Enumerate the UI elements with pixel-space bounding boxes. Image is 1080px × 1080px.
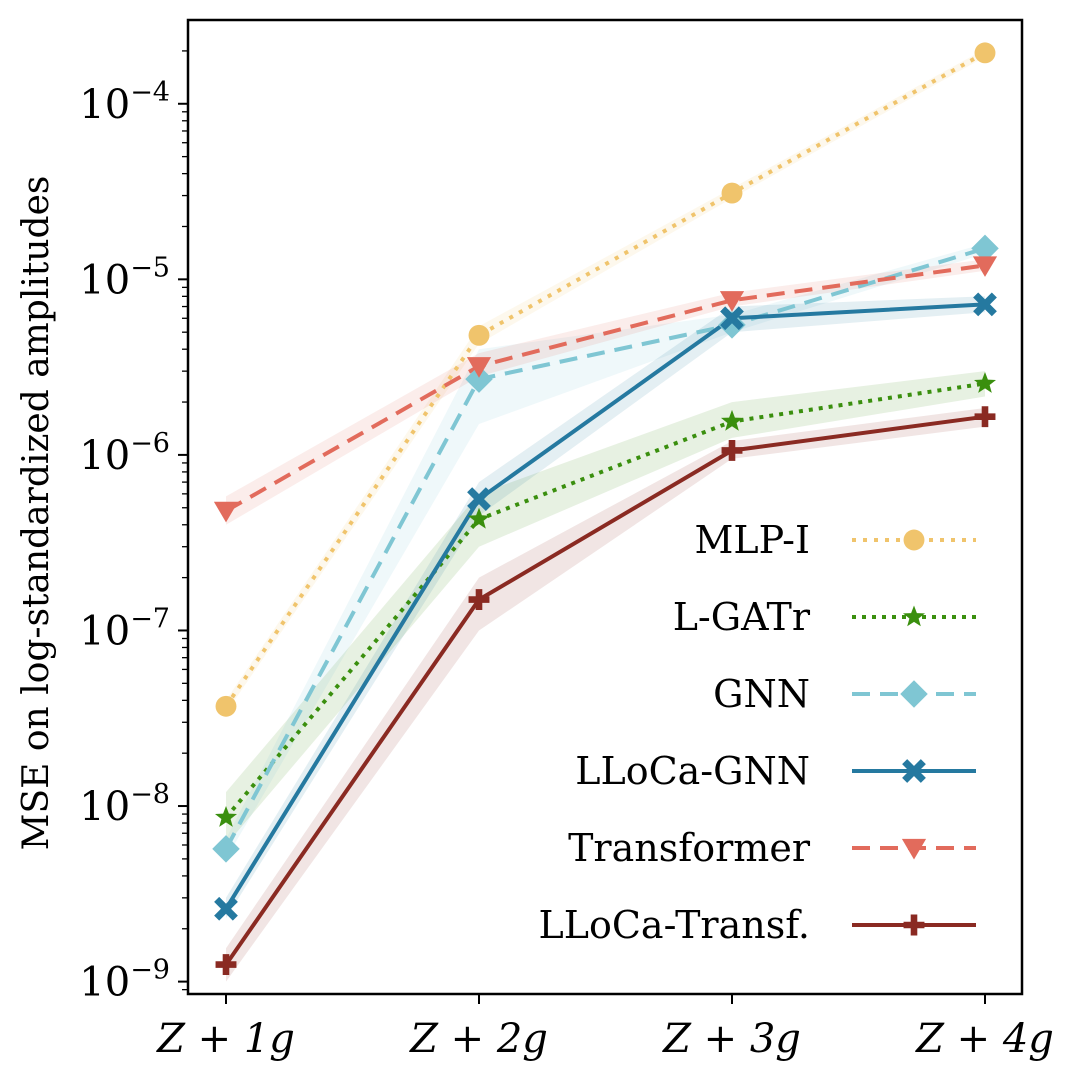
line-mlp-i bbox=[224, 51, 986, 708]
x-tick-label: Z + 4g bbox=[914, 1016, 1054, 1062]
point-transformer bbox=[466, 357, 492, 378]
point-lloca-gnn bbox=[467, 487, 491, 511]
point-mlp-i bbox=[721, 182, 743, 204]
y-axis-label: MSE on log-standardized amplitudes bbox=[16, 176, 57, 851]
uncertainty-bands bbox=[226, 49, 985, 982]
line-lloca-gnn bbox=[224, 302, 986, 910]
point-lloca-transf bbox=[721, 440, 743, 461]
legend-label-lloca-gnn: LLoCa-GNN bbox=[575, 749, 810, 793]
line-lloca-transf bbox=[224, 414, 986, 966]
series-markers bbox=[212, 42, 999, 976]
point-lloca-gnn bbox=[720, 306, 744, 331]
x-axis-ticks: Z + 1g Z + 2g Z + 3g Z + 4g bbox=[155, 994, 1054, 1062]
legend: MLP-I L-GATr GNN LLoCa-GNN Transformer LLoCa-… bbox=[539, 518, 976, 947]
plot-frame bbox=[186, 18, 1024, 996]
point-mlp-i bbox=[974, 42, 996, 64]
point-transformer bbox=[719, 291, 745, 312]
x-tick-label: Z + 3g bbox=[661, 1016, 801, 1062]
point-gnn bbox=[212, 835, 240, 863]
point-transformer bbox=[213, 501, 239, 523]
point-lloca-gnn bbox=[214, 896, 238, 921]
point-l-gatr bbox=[974, 372, 996, 393]
legend-marker-mlp-i bbox=[903, 529, 925, 551]
band-gnn bbox=[226, 243, 985, 859]
legend-marker-l-gatr bbox=[903, 605, 925, 627]
x-tick-label: Z + 1g bbox=[155, 1016, 295, 1062]
point-lloca-gnn bbox=[973, 292, 997, 317]
y-tick-label: 10−6 bbox=[79, 428, 170, 479]
point-gnn bbox=[718, 311, 746, 339]
point-l-gatr bbox=[721, 409, 743, 431]
y-tick-label: 10−4 bbox=[79, 77, 170, 128]
point-lloca-transf bbox=[974, 406, 996, 428]
legend-marker-lloca-gnn bbox=[902, 759, 926, 783]
legend-label-lloca-transf: LLoCa-Transf. bbox=[539, 903, 811, 947]
legend-label-transformer: Transformer bbox=[568, 826, 811, 870]
line-l-gatr bbox=[224, 381, 986, 819]
point-l-gatr bbox=[468, 507, 490, 529]
legend-label-gnn: GNN bbox=[713, 672, 810, 716]
band-lloca-transf bbox=[226, 408, 985, 982]
point-gnn bbox=[971, 234, 999, 263]
point-l-gatr bbox=[215, 806, 237, 827]
legend-marker-transformer bbox=[901, 838, 927, 860]
band-l-gatr bbox=[226, 371, 985, 845]
point-gnn bbox=[465, 365, 493, 393]
y-tick-label: 10−5 bbox=[79, 252, 170, 303]
series-lines bbox=[224, 51, 986, 966]
legend-marker-gnn bbox=[900, 680, 928, 708]
point-mlp-i bbox=[468, 324, 490, 346]
point-transformer bbox=[972, 256, 998, 277]
y-tick-label: 10−9 bbox=[79, 955, 170, 1006]
band-lloca-gnn bbox=[226, 296, 985, 919]
line-transformer bbox=[225, 263, 986, 513]
band-mlp-i bbox=[226, 49, 985, 713]
legend-label-mlp-i: MLP-I bbox=[695, 518, 810, 562]
point-mlp-i bbox=[215, 695, 237, 717]
line-gnn bbox=[224, 246, 986, 850]
y-axis-ticks: 10−9 10−8 10−7 10−6 10−5 10−4 bbox=[79, 50, 188, 1006]
y-tick-label: 10−8 bbox=[79, 779, 170, 830]
x-tick-label: Z + 2g bbox=[408, 1016, 548, 1062]
legend-label-l-gatr: L-GATr bbox=[673, 595, 811, 639]
point-lloca-transf bbox=[468, 589, 490, 611]
y-tick-label: 10−7 bbox=[79, 603, 170, 654]
legend-marker-lloca-transf bbox=[903, 914, 925, 936]
point-lloca-transf bbox=[215, 954, 237, 976]
